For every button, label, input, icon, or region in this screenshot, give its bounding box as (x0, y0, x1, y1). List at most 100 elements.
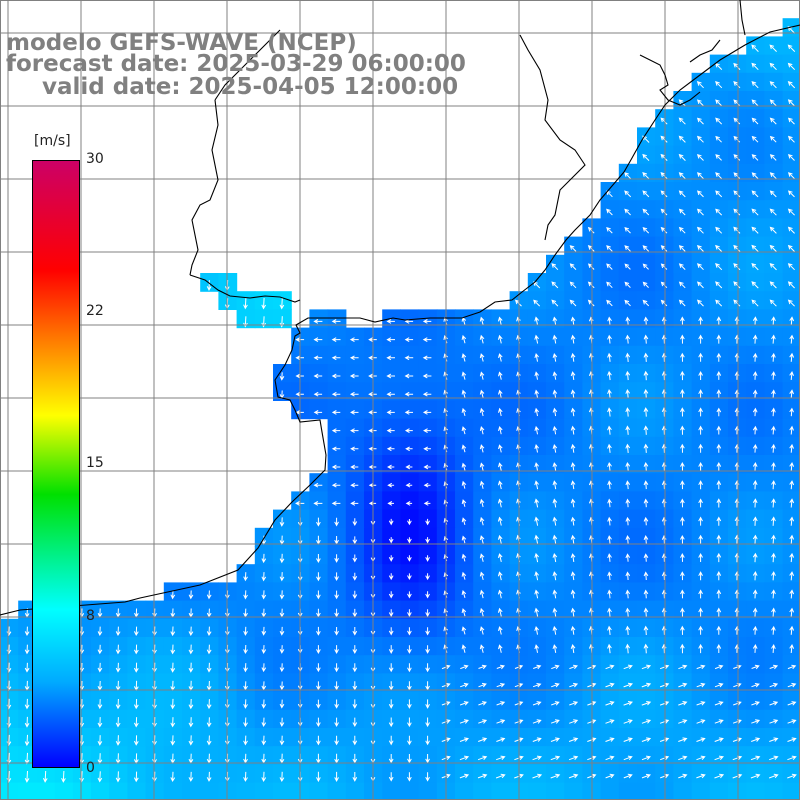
wind-arrow (714, 737, 724, 742)
wind-arrow (422, 337, 432, 342)
wind-arrow (769, 299, 777, 307)
wind-arrow (607, 461, 612, 472)
wind-arrow (206, 771, 212, 782)
wind-arrow (423, 446, 431, 452)
wind-arrow (680, 553, 685, 562)
wind-speed-cell (291, 327, 310, 347)
wind-arrow (313, 319, 323, 324)
wind-arrow (568, 755, 579, 761)
wind-arrow (660, 755, 670, 761)
wind-arrow (350, 428, 359, 433)
wind-arrow (607, 480, 612, 490)
wind-arrow (678, 664, 688, 670)
wind-arrow (243, 644, 248, 655)
wind-arrow (769, 62, 777, 71)
wind-arrow (716, 389, 722, 399)
wind-speed-cell (637, 764, 656, 784)
wind-arrow (404, 373, 414, 379)
wind-speed-cell (327, 400, 347, 420)
wind-arrow (771, 552, 776, 563)
wind-arrow (680, 425, 685, 435)
wind-arrow (769, 701, 779, 706)
wind-speed-cell (691, 728, 711, 747)
wind-arrow (498, 425, 503, 435)
wind-arrow (188, 698, 194, 710)
wind-arrow (605, 664, 615, 670)
wind-arrow (570, 607, 576, 617)
wind-speed-cell (473, 764, 492, 784)
wind-arrow (188, 662, 194, 673)
wind-arrow (570, 589, 576, 599)
wind-arrow (678, 737, 688, 742)
wind-arrow (552, 516, 558, 526)
wind-arrow (716, 571, 722, 581)
wind-speed-cell (527, 673, 547, 693)
wind-arrow (349, 319, 359, 324)
wind-speed-cell (746, 764, 765, 784)
wind-arrow (243, 699, 248, 709)
coastline-segment (0, 24, 800, 616)
wind-arrow (789, 461, 795, 472)
wind-arrow (680, 498, 685, 508)
wind-arrow (386, 337, 395, 342)
wind-arrow (386, 319, 395, 324)
wind-arrow (331, 428, 341, 433)
wind-arrow (751, 117, 759, 125)
wind-arrow (606, 281, 613, 289)
wind-speed-field (0, 18, 800, 800)
wind-arrow (698, 370, 703, 380)
wind-speed-cell (600, 236, 620, 256)
wind-arrow (789, 516, 795, 526)
wind-arrow (771, 571, 776, 581)
wind-arrow (24, 716, 30, 728)
wind-arrow (461, 462, 467, 471)
wind-speed-cell (618, 746, 638, 765)
wind-arrow (352, 772, 358, 782)
wind-speed-cell (400, 345, 420, 365)
wind-arrow (496, 755, 506, 761)
wind-arrow (206, 626, 212, 637)
wind-speed-cell (709, 72, 729, 92)
wind-arrow (404, 355, 414, 361)
wind-arrow (587, 737, 597, 742)
wind-speed-cell (473, 709, 492, 729)
wind-arrow (696, 773, 706, 779)
wind-arrow (642, 281, 649, 288)
colorbar-unit-label: [m/s] (34, 133, 71, 149)
wind-arrow (570, 371, 576, 380)
wind-speed-cell (691, 109, 711, 128)
wind-arrow (660, 226, 668, 234)
wind-arrow (678, 755, 688, 761)
wind-arrow (787, 755, 797, 761)
wind-arrow (696, 99, 704, 107)
wind-speed-cell (546, 709, 565, 729)
wind-speed-cell (600, 782, 620, 800)
wind-arrow (79, 717, 85, 728)
wind-arrow (680, 643, 685, 654)
wind-arrow (641, 719, 652, 724)
wind-speed-cell (382, 473, 401, 492)
wind-arrow (789, 407, 794, 417)
wind-speed-cell (327, 455, 347, 474)
wind-speed-cell (418, 418, 438, 438)
wind-arrow (133, 662, 139, 673)
wind-arrow (678, 701, 688, 706)
wind-arrow (696, 719, 706, 724)
wind-arrow (97, 626, 103, 637)
wind-arrow (641, 701, 652, 706)
wind-arrow (696, 281, 704, 289)
wind-arrow (752, 571, 758, 581)
wind-speed-cell (782, 746, 800, 765)
wind-speed-cell (764, 182, 784, 201)
wind-arrow (279, 626, 285, 636)
wind-speed-cell (709, 273, 729, 292)
wind-arrow (387, 482, 395, 488)
wind-speed-cell (309, 473, 329, 492)
wind-arrow (24, 770, 30, 783)
wind-arrow (552, 589, 558, 599)
wind-speed-cell (746, 182, 765, 201)
wind-speed-cell (600, 655, 620, 674)
wind-arrow (477, 773, 488, 779)
wind-speed-cell (309, 327, 329, 347)
wind-arrow (497, 534, 503, 544)
